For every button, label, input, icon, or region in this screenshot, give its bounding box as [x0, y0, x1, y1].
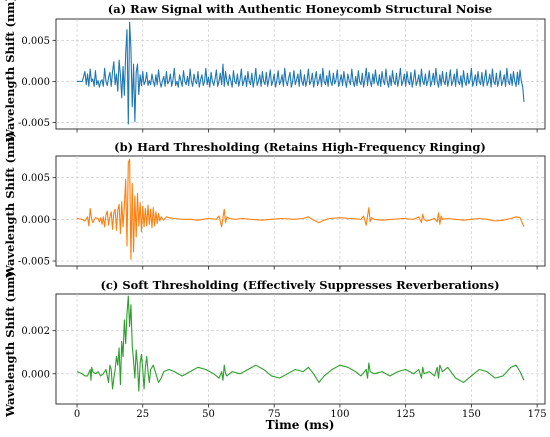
x-tick-label: 100: [330, 409, 349, 420]
panel-b-series-line: [76, 158, 525, 260]
x-tick-label: 0: [74, 409, 80, 420]
panel-c-ytick-label: 0.000: [21, 369, 50, 380]
panel-b: (b) Hard Thresholding (Retains High-Freq…: [3, 132, 486, 279]
x-tick-label: 50: [202, 409, 215, 420]
panel-a-ytick-label: 0.000: [21, 77, 50, 88]
panel-a: (a) Raw Signal with Authentic Honeycomb …: [3, 0, 492, 143]
panel-a-title: (a) Raw Signal with Authentic Honeycomb …: [108, 2, 492, 16]
panel-a-series-line: [77, 21, 525, 125]
panel-c-frame: [55, 293, 546, 405]
x-tick-label: 75: [268, 409, 281, 420]
panel-c-ytick-label: 0.002: [21, 326, 50, 337]
x-tick-label: 175: [528, 409, 547, 420]
panel-c-title: (c) Soft Thresholding (Effectively Suppr…: [100, 278, 499, 292]
panel-a-ytick-label: -0.005: [18, 118, 50, 129]
panel-b-ylabel: Wavelength Shift (nm): [3, 132, 17, 279]
panel-a-plot: -0.005 0.000 0.005: [18, 18, 546, 133]
panel-b-ytick-label: -0.005: [18, 257, 50, 268]
panel-c-plot: 0 25 50 75 100 125 150 175 0.000 0.002: [21, 293, 547, 420]
panel-b-frame: [55, 155, 546, 267]
panel-b-plot: -0.005 0.000 0.005: [18, 155, 546, 270]
panel-a-ytick-label: 0.005: [21, 36, 50, 47]
panel-a-ylabel: Wavelength Shift (nm): [3, 0, 17, 143]
x-tick-label: 125: [396, 409, 415, 420]
x-axis-label: Time (ms): [266, 418, 335, 432]
x-tick-label: 150: [462, 409, 481, 420]
panel-b-title: (b) Hard Thresholding (Retains High-Freq…: [114, 140, 486, 154]
panel-c-ylabel: Wavelength Shift (nm): [3, 271, 17, 418]
panel-c-series-line: [76, 295, 525, 392]
x-tick-label: 25: [136, 409, 149, 420]
panel-b-ytick-label: 0.000: [21, 215, 50, 226]
panel-c: (c) Soft Thresholding (Effectively Suppr…: [3, 271, 500, 418]
panel-b-ytick-label: 0.005: [21, 173, 50, 184]
